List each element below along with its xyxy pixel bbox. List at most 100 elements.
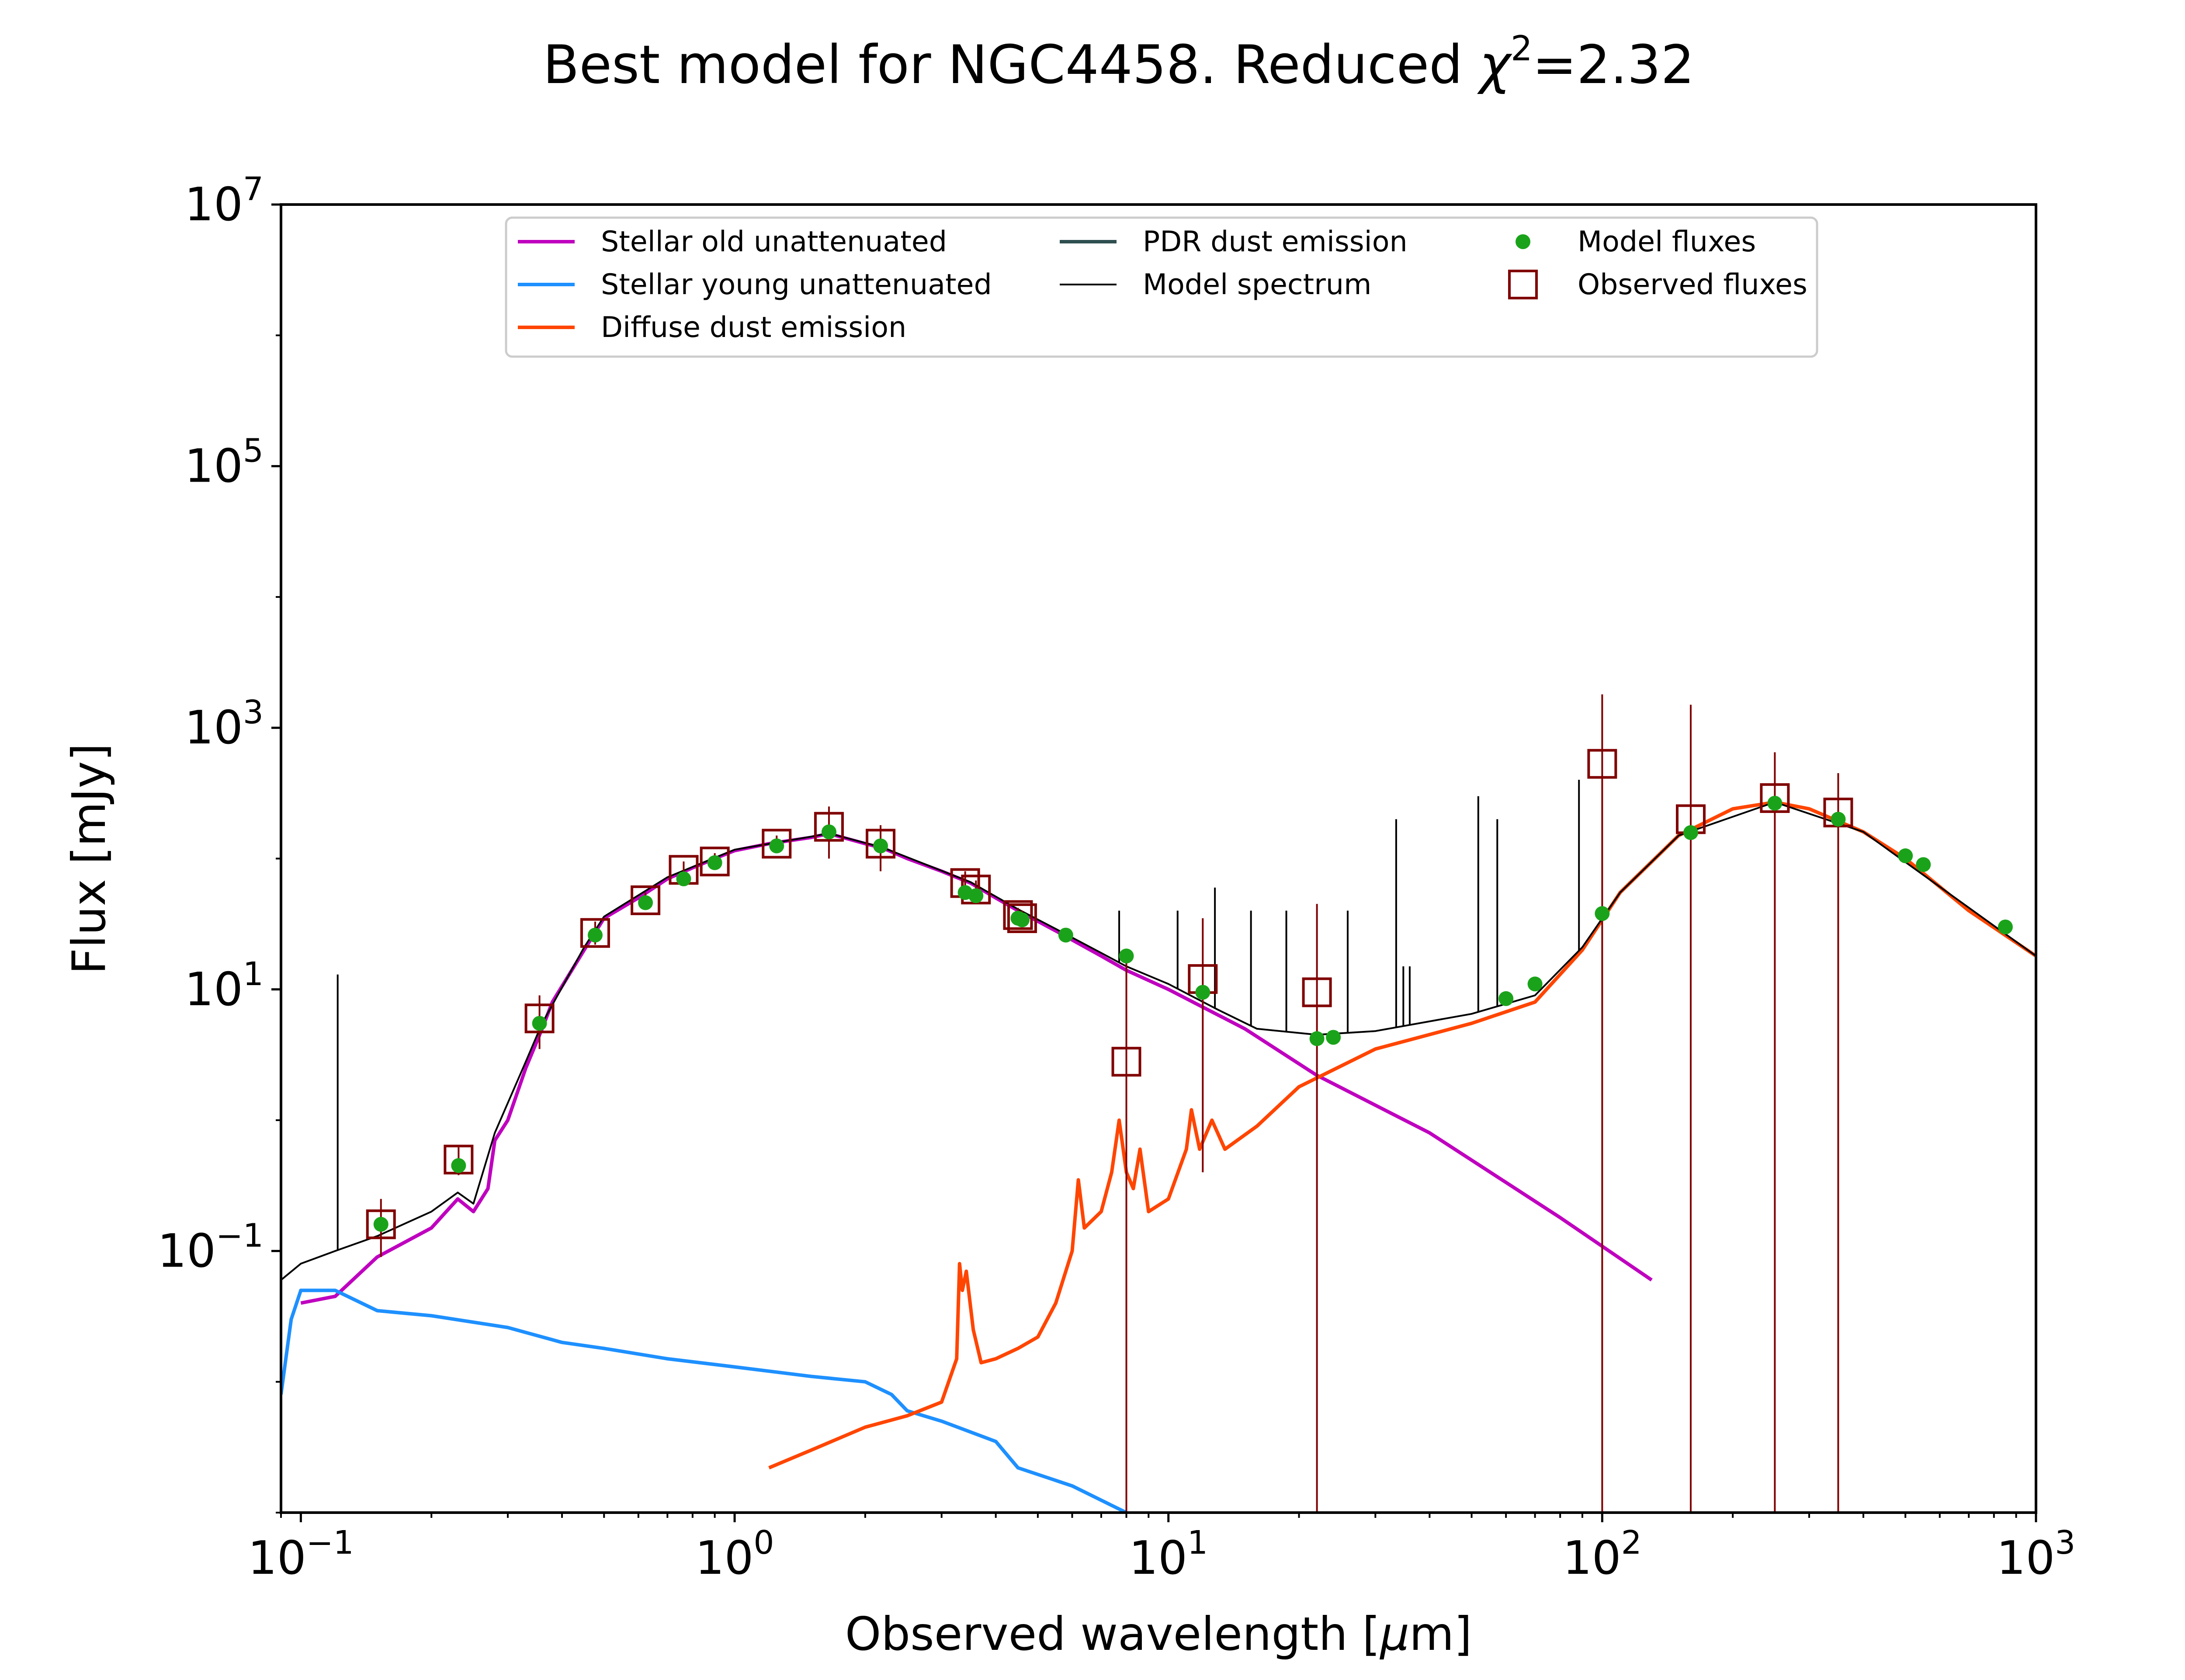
observed-flux-marker <box>814 812 844 842</box>
tick-exponent: 5 <box>243 432 264 470</box>
model-flux-dot <box>1683 825 1698 840</box>
observed-flux-marker <box>366 1209 396 1239</box>
model-flux-dot <box>769 838 784 854</box>
xlabel-mu: μ <box>1379 1607 1409 1661</box>
legend-box <box>505 216 1818 358</box>
tick-exponent: 1 <box>243 955 264 993</box>
model-flux-dot <box>1309 1031 1325 1046</box>
x-tick-label: 100 <box>695 1524 774 1585</box>
observed-flux-marker <box>580 918 610 948</box>
observed-flux-marker <box>1111 1047 1141 1077</box>
x-axis-label: Observed wavelength [μm] <box>845 1607 1472 1661</box>
model-flux-dot <box>1014 912 1030 927</box>
tick-base: 10 <box>184 440 243 493</box>
series-line-stellar-young <box>281 1288 1127 1513</box>
model-flux-dot <box>1326 1030 1341 1045</box>
series-line-model-spectrum <box>281 801 2036 1281</box>
y-tick-label: 103 <box>184 694 264 754</box>
model-flux-dot <box>1898 848 1913 864</box>
model-flux-dot <box>1998 919 2013 934</box>
series-layer <box>281 780 2036 1513</box>
legend-label-stellar-old: Stellar old unattenuated <box>601 226 947 258</box>
legend-label-model-fluxes: Model fluxes <box>1578 226 1756 258</box>
xlabel-main: Observed wavelength [ <box>845 1607 1380 1661</box>
tick-exponent: 3 <box>2055 1524 2075 1562</box>
observed-flux-marker <box>1587 749 1617 779</box>
legend-label-stellar-young: Stellar young unattenuated <box>601 268 992 301</box>
legend-label-diffuse-dust: Diffuse dust emission <box>601 311 906 344</box>
model-flux-dot <box>1058 927 1073 943</box>
tick-base: 10 <box>184 701 243 754</box>
y-tick-label: 105 <box>184 432 264 493</box>
model-flux-dot <box>968 888 984 903</box>
tick-base: 10 <box>184 963 243 1016</box>
title-tail: =2.32 <box>1533 34 1695 96</box>
legend-swatch-model-fluxes <box>1516 234 1530 249</box>
model-flux-dot <box>873 838 888 854</box>
observed-flux-marker <box>762 829 792 859</box>
plot-area <box>281 205 2036 1513</box>
tick-base: 10 <box>1129 1531 1187 1585</box>
model-flux-dot <box>1916 857 1931 872</box>
model-flux-dot <box>707 855 722 870</box>
marker-layer <box>366 694 2013 1513</box>
model-flux-dot <box>1831 812 1846 827</box>
x-tick-label: 102 <box>1563 1524 1642 1585</box>
tick-base: 10 <box>1997 1531 2055 1585</box>
y-tick-label: 101 <box>184 955 264 1016</box>
tick-exponent: 3 <box>243 694 264 731</box>
model-flux-dot <box>1767 795 1783 811</box>
model-flux-dot <box>1498 991 1514 1006</box>
legend-swatch-observed-fluxes <box>1508 270 1538 299</box>
xlabel-tail: m] <box>1409 1607 1472 1661</box>
x-tick-label: 101 <box>1129 1524 1208 1585</box>
tick-exponent: 7 <box>243 170 264 208</box>
legend: Stellar old unattenuated Stellar young un… <box>505 216 1818 358</box>
observed-flux-marker <box>1007 903 1037 933</box>
observed-flux-marker <box>524 1003 555 1034</box>
tick-exponent: −1 <box>306 1524 354 1562</box>
model-flux-dot <box>1119 948 1134 964</box>
tick-base: 10 <box>157 1224 216 1277</box>
model-flux-dot <box>451 1158 466 1173</box>
model-flux-dot <box>587 927 603 943</box>
observed-flux-marker <box>1760 783 1790 813</box>
title-main: Best model for NGC4458. Reduced <box>543 34 1480 96</box>
observed-flux-marker <box>700 847 730 877</box>
y-axis-label: Flux [mJy] <box>62 743 116 975</box>
tick-base: 10 <box>248 1531 306 1585</box>
legend-label-observed-fluxes: Observed fluxes <box>1578 268 1807 301</box>
model-flux-dot <box>676 871 691 886</box>
model-flux-dot <box>638 895 653 910</box>
model-flux-dot <box>1195 985 1210 1000</box>
title-sup: 2 <box>1511 29 1533 69</box>
observed-flux-marker <box>631 885 661 915</box>
tick-exponent: 1 <box>1187 1524 1208 1562</box>
tick-exponent: −1 <box>216 1217 264 1254</box>
tick-base: 10 <box>695 1531 754 1585</box>
chart-title: Best model for NGC4458. Reduced χ2=2.32 <box>543 29 1695 96</box>
model-flux-dot <box>373 1217 388 1232</box>
observed-flux-marker <box>1302 977 1332 1007</box>
x-tick-label: 10−1 <box>248 1524 354 1585</box>
model-flux-dot <box>821 824 836 840</box>
observed-flux-marker <box>866 829 896 859</box>
y-tick-label: 10−1 <box>157 1217 264 1277</box>
tick-base: 10 <box>184 178 243 231</box>
title-chi: χ <box>1477 34 1512 96</box>
observed-flux-marker <box>444 1145 474 1175</box>
observed-flux-marker <box>1003 900 1033 930</box>
model-flux-dot <box>1595 906 1610 921</box>
y-tick-label: 107 <box>184 170 264 231</box>
tick-exponent: 0 <box>753 1524 774 1562</box>
model-flux-dot <box>532 1016 547 1031</box>
tick-exponent: 2 <box>1621 1524 1642 1562</box>
tick-base: 10 <box>1563 1531 1621 1585</box>
x-tick-label: 103 <box>1997 1524 2076 1585</box>
legend-label-model-spectrum: Model spectrum <box>1143 268 1371 301</box>
legend-label-pdr-dust: PDR dust emission <box>1143 226 1408 258</box>
model-flux-dot <box>1527 976 1543 992</box>
